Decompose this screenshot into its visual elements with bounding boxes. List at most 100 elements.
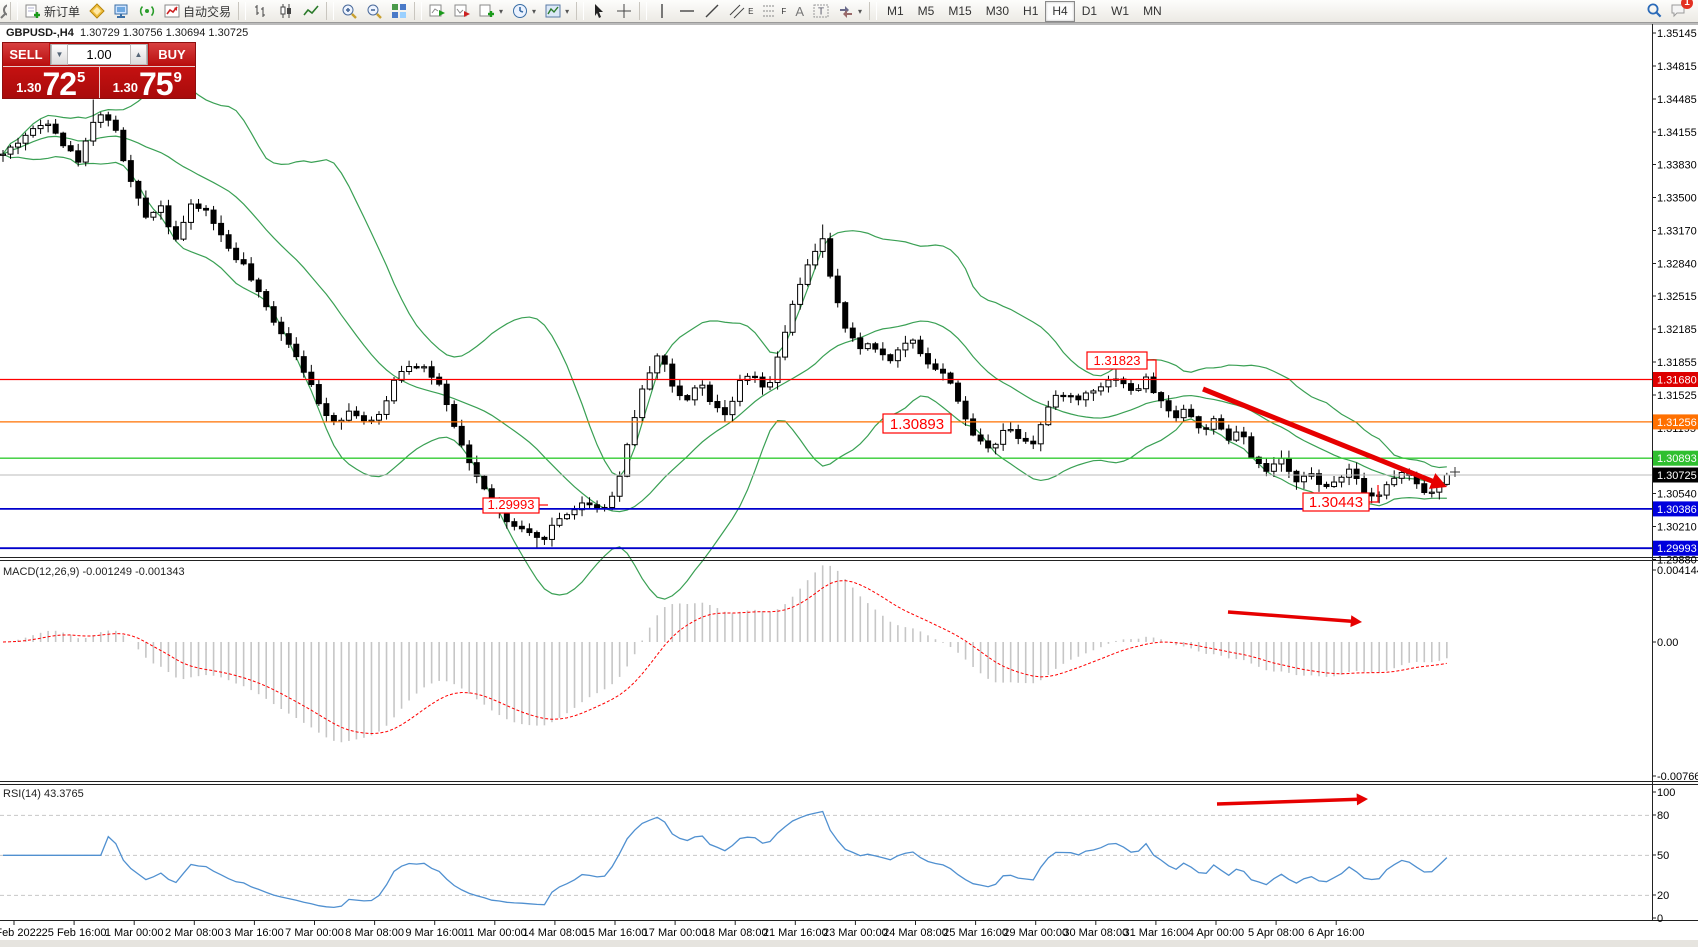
chart-red-arrow-icon	[454, 4, 471, 17]
crosshair-tool-button[interactable]	[612, 0, 636, 22]
autotrading-button[interactable]: 自动交易	[160, 0, 235, 22]
period-button[interactable]: ▾	[508, 0, 540, 22]
indicator-window-button[interactable]	[425, 0, 449, 22]
text-tool-button[interactable]: A	[791, 0, 808, 22]
svg-text:1.30893: 1.30893	[1657, 453, 1697, 465]
add-indicator-icon	[479, 4, 495, 17]
svg-text:1.34485: 1.34485	[1657, 94, 1697, 106]
svg-text:1 Mar 00:00: 1 Mar 00:00	[105, 927, 164, 939]
line-chart-button[interactable]	[299, 0, 323, 22]
svg-text:1.30386: 1.30386	[1657, 504, 1697, 516]
svg-text:31 Mar 16:00: 31 Mar 16:00	[1123, 927, 1188, 939]
templates-button[interactable]: ▾	[541, 0, 573, 22]
autotrading-icon	[164, 4, 180, 18]
crosshair-icon	[617, 4, 632, 18]
bar-chart-button[interactable]	[249, 0, 273, 22]
shapes-tool-button[interactable]: ▾	[834, 0, 866, 22]
horizontal-scrollbar[interactable]	[0, 940, 1698, 947]
svg-text:0.00: 0.00	[1657, 637, 1678, 649]
fibonacci-tool-button[interactable]: F	[758, 0, 790, 22]
price-badge	[1653, 414, 1698, 430]
add-indicator-button[interactable]: ▾	[475, 0, 507, 22]
horizontal-level-lines	[0, 378, 1652, 550]
tab-timeframe-W1[interactable]: W1	[1111, 3, 1130, 18]
svg-text:1.29993: 1.29993	[1657, 543, 1697, 555]
svg-text:1.35145: 1.35145	[1657, 28, 1697, 40]
volume-decrease-button[interactable]: ▼	[51, 44, 68, 65]
partial-toolbar-icon	[0, 3, 7, 19]
svg-text:50: 50	[1657, 850, 1669, 862]
svg-text:1.31256: 1.31256	[1657, 417, 1697, 429]
tab-timeframe-M15[interactable]: M15	[948, 3, 972, 18]
candlestick-chart-button[interactable]	[274, 0, 298, 22]
arrowhead	[1350, 615, 1362, 628]
zoom-in-icon	[342, 4, 357, 19]
channel-tool-button[interactable]: E	[725, 0, 757, 22]
svg-text:7 Mar 00:00: 7 Mar 00:00	[285, 927, 344, 939]
price-axis[interactable]: 1.35145 1.34815 1.34485 1.34155 1.33830 1.335…	[1652, 28, 1698, 925]
trendline-tool-button[interactable]	[700, 0, 724, 22]
toolbar-separator	[869, 2, 877, 20]
volume-value[interactable]: 1.00	[86, 47, 112, 62]
buy-button[interactable]: BUY	[149, 43, 195, 66]
text-label-tool-button[interactable]: T	[809, 0, 833, 22]
signals-button[interactable]	[135, 0, 159, 22]
svg-text:8 Mar 08:00: 8 Mar 08:00	[345, 927, 404, 939]
terminal-icon	[114, 4, 128, 18]
volume-increase-button[interactable]: ▲	[130, 44, 147, 65]
text-tool-label: A	[795, 3, 804, 19]
indicator-list-button[interactable]	[450, 0, 474, 22]
svg-text:1.33170: 1.33170	[1657, 226, 1697, 238]
sell-button[interactable]: SELL	[3, 43, 49, 66]
svg-text:1.30893: 1.30893	[890, 416, 944, 433]
chart-symbol-period: GBPUSD-,H4	[6, 27, 74, 39]
search-button[interactable]	[1646, 2, 1662, 21]
tab-timeframe-MN[interactable]: MN	[1143, 3, 1162, 18]
svg-text:1.32185: 1.32185	[1657, 324, 1697, 336]
candlestick-chart-icon	[280, 4, 292, 18]
svg-text:T: T	[818, 7, 824, 18]
tab-timeframe-M1[interactable]: M1	[887, 3, 904, 18]
svg-text:1.33500: 1.33500	[1657, 193, 1697, 205]
sell-price[interactable]: 1.30 72 5	[3, 65, 100, 102]
tab-timeframe-M5[interactable]: M5	[917, 3, 935, 18]
chart-template-icon	[545, 4, 561, 18]
one-click-trading-panel: SELL ▼ 1.00 ▲ BUY 1.30 72 5 1.30 75 9	[2, 42, 196, 102]
sell-price-big: 72	[42, 65, 77, 102]
chevron-down-icon: ▾	[857, 6, 862, 16]
notifications-button[interactable]: 1	[1670, 0, 1693, 21]
tile-windows-button[interactable]	[387, 0, 411, 22]
svg-text:25 Mar 16:00: 25 Mar 16:00	[943, 927, 1008, 939]
tab-timeframe-D1[interactable]: D1	[1081, 3, 1098, 18]
vertical-line-tool-button[interactable]	[650, 0, 674, 22]
rsi-line	[3, 810, 1448, 909]
new-order-button[interactable]: 新订单	[21, 0, 84, 22]
svg-text:11 Mar 00:00: 11 Mar 00:00	[463, 927, 527, 939]
zoom-in-button[interactable]	[337, 0, 361, 22]
mql5-button[interactable]	[85, 0, 109, 22]
price-badge	[1653, 501, 1698, 517]
svg-text:24 Mar 08:00: 24 Mar 08:00	[883, 927, 948, 939]
tab-timeframe-H1[interactable]: H1	[1023, 3, 1039, 18]
svg-text:4 Apr 00:00: 4 Apr 00:00	[1188, 927, 1244, 939]
svg-text:1.32840: 1.32840	[1657, 259, 1697, 271]
price-badge	[1653, 372, 1698, 387]
zoom-out-button[interactable]	[362, 0, 386, 22]
buy-price[interactable]: 1.30 75 9	[99, 67, 195, 100]
svg-text:1.33830: 1.33830	[1657, 160, 1697, 172]
svg-text:1.29880: 1.29880	[1657, 555, 1697, 567]
chart-green-arrow-icon	[429, 4, 446, 17]
text-label-icon: T	[813, 4, 829, 18]
tab-timeframe-H4[interactable]: H4	[1045, 0, 1075, 22]
crosshair-marker	[1450, 467, 1460, 477]
horizontal-line-tool-button[interactable]	[675, 0, 699, 22]
timeframe-group: M1 M5 M15 M30 H1 H4 D1 W1 MN	[880, 0, 1169, 22]
buy-price-small: 1.30	[112, 80, 138, 95]
virtual-hosting-button[interactable]	[110, 0, 134, 22]
cursor-tool-button[interactable]	[587, 0, 611, 22]
tab-timeframe-M30[interactable]: M30	[985, 3, 1010, 18]
annotations: 1.31823 1.30893 1.30443 1.29993	[482, 351, 1379, 514]
